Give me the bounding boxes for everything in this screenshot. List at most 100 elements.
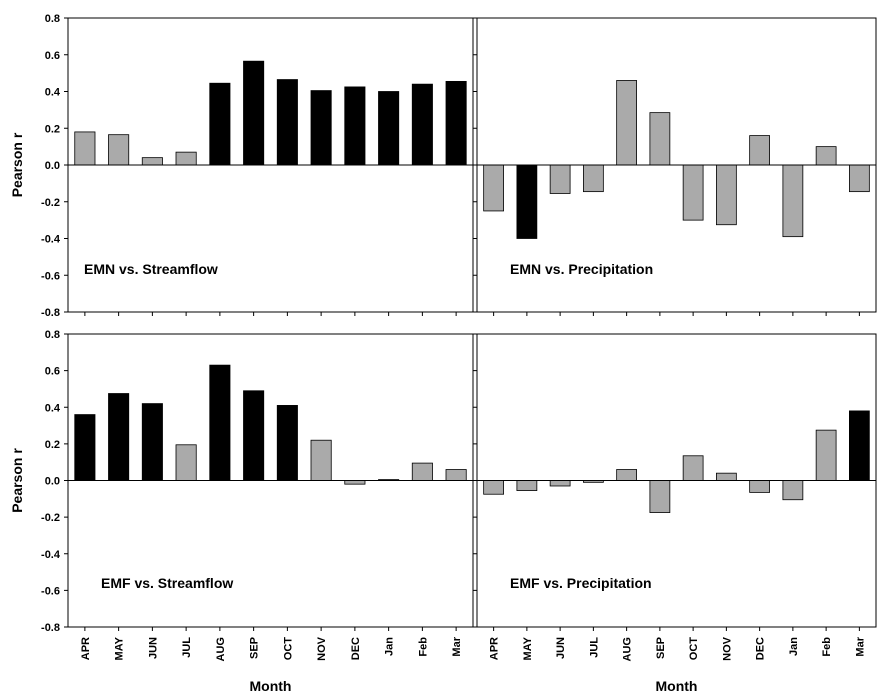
bar-feb [815,146,837,166]
y-tick-label: -0.4 [41,234,61,246]
y-tick-label: 0.0 [45,476,60,488]
x-tick-label: APR [80,637,92,660]
bar-apr [74,414,96,481]
x-tick-label: MAY [114,636,126,660]
bar-nov [716,472,737,481]
bar-dec [344,480,366,485]
x-tick-label: OCT [282,637,294,661]
x-tick-label: AUG [622,637,634,661]
panel-title: EMF vs. Streamflow [101,575,233,591]
bar-jan [378,91,400,166]
bar-aug [209,82,231,166]
y-tick-label: -0.6 [41,585,60,597]
bar-nov [716,164,737,226]
bar-oct [682,164,704,221]
y-tick-label: -0.4 [41,549,61,561]
bar-jun [141,403,163,481]
bar-sep [649,112,671,166]
bar-feb [411,83,433,166]
bar-oct [276,405,298,481]
y-tick-label: 0.6 [45,50,60,62]
x-tick-label: DEC [350,637,362,660]
bar-may [516,480,538,491]
y-axis-title: Pearson r [9,132,25,197]
bar-jun [549,164,571,194]
panel-4: APR MAY JUN JUL AUG SEP OCT NOV DEC Jan Feb Mar EMF … [473,333,877,694]
bar-oct [276,79,298,166]
x-tick-label: Jan [788,637,800,656]
x-tick-label: NOV [316,636,328,661]
bar-sep [243,60,265,166]
y-tick-label: -0.2 [41,512,60,524]
y-tick-label: 0.2 [45,123,60,135]
bar-jul [583,164,604,193]
bar-dec [749,480,771,493]
y-tick-label: 0.6 [45,366,60,378]
bar-aug [616,469,638,481]
bar-jan [782,480,804,501]
x-tick-label: Mar [451,636,463,656]
bar-feb [411,462,433,481]
bar-may [108,134,130,166]
y-tick-label: 0.4 [45,402,61,414]
bar-sep [243,390,265,481]
x-tick-label: SEP [655,637,667,659]
x-tick-label: JUN [555,637,567,659]
bar-may [516,164,538,239]
x-tick-label: Mar [854,636,866,656]
x-tick-label: JUL [588,637,600,658]
bar-mar [849,410,870,481]
bar-dec [749,135,771,166]
bar-nov [310,90,332,166]
y-tick-label: 0.2 [45,439,60,451]
bar-aug [616,80,638,166]
bar-may [108,393,130,481]
bar-apr [483,164,504,212]
bar-jan [782,164,804,238]
bar-mar [445,80,467,166]
x-tick-label: AUG [215,637,227,661]
bar-dec [344,86,366,166]
y-tick-label: 0.0 [45,160,60,172]
panel-3: 0.8 0.6 0.4 0.2 0.0 -0.2 -0.4 -0.6 -0.8 APR MAY JUN… [9,329,474,694]
y-tick-label: 0.8 [45,13,60,25]
x-tick-label: MAY [522,636,534,660]
bar-mar [849,164,870,193]
bar-feb [815,429,837,481]
panel-title: EMN vs. Streamflow [84,261,218,277]
bar-apr [74,131,96,166]
bar-oct [682,455,704,481]
x-tick-label: Feb [821,637,833,657]
x-tick-label: JUN [147,637,159,659]
bar-mar [445,469,467,481]
panels: 0.8 0.6 0.4 0.2 0.0 -0.2 -0.4 -0.6 -0.8 EMN vs. S… [9,13,877,694]
y-tick-label: 0.8 [45,329,60,341]
bar-jun [549,480,571,487]
panel-title: EMF vs. Precipitation [510,575,652,591]
panel-1: 0.8 0.6 0.4 0.2 0.0 -0.2 -0.4 -0.6 -0.8 EMN vs. S… [9,13,474,319]
bar-nov [310,439,332,481]
panel-2: EMN vs. Precipitation [473,17,877,316]
x-tick-label: SEP [249,637,261,659]
x-tick-label: DEC [755,637,767,660]
bar-jun [141,157,163,166]
y-tick-label: -0.6 [41,270,60,282]
x-tick-label: OCT [688,637,700,661]
panel-title: EMN vs. Precipitation [510,261,653,277]
x-tick-label: APR [489,637,501,660]
bar-jul [175,151,197,166]
x-axis-title: Month [656,678,698,694]
x-tick-label: JUL [181,637,193,658]
x-tick-label: Jan [384,637,396,656]
x-axis-title: Month [250,678,292,694]
y-axis-title: Pearson r [9,448,25,513]
y-tick-label: -0.2 [41,197,60,209]
bar-aug [209,364,231,481]
x-tick-label: NOV [721,636,733,661]
y-tick-label: -0.8 [41,622,60,634]
bar-sep [649,480,671,513]
bar-apr [483,480,504,495]
x-tick-label: Feb [417,637,429,657]
y-tick-label: 0.4 [45,87,61,99]
